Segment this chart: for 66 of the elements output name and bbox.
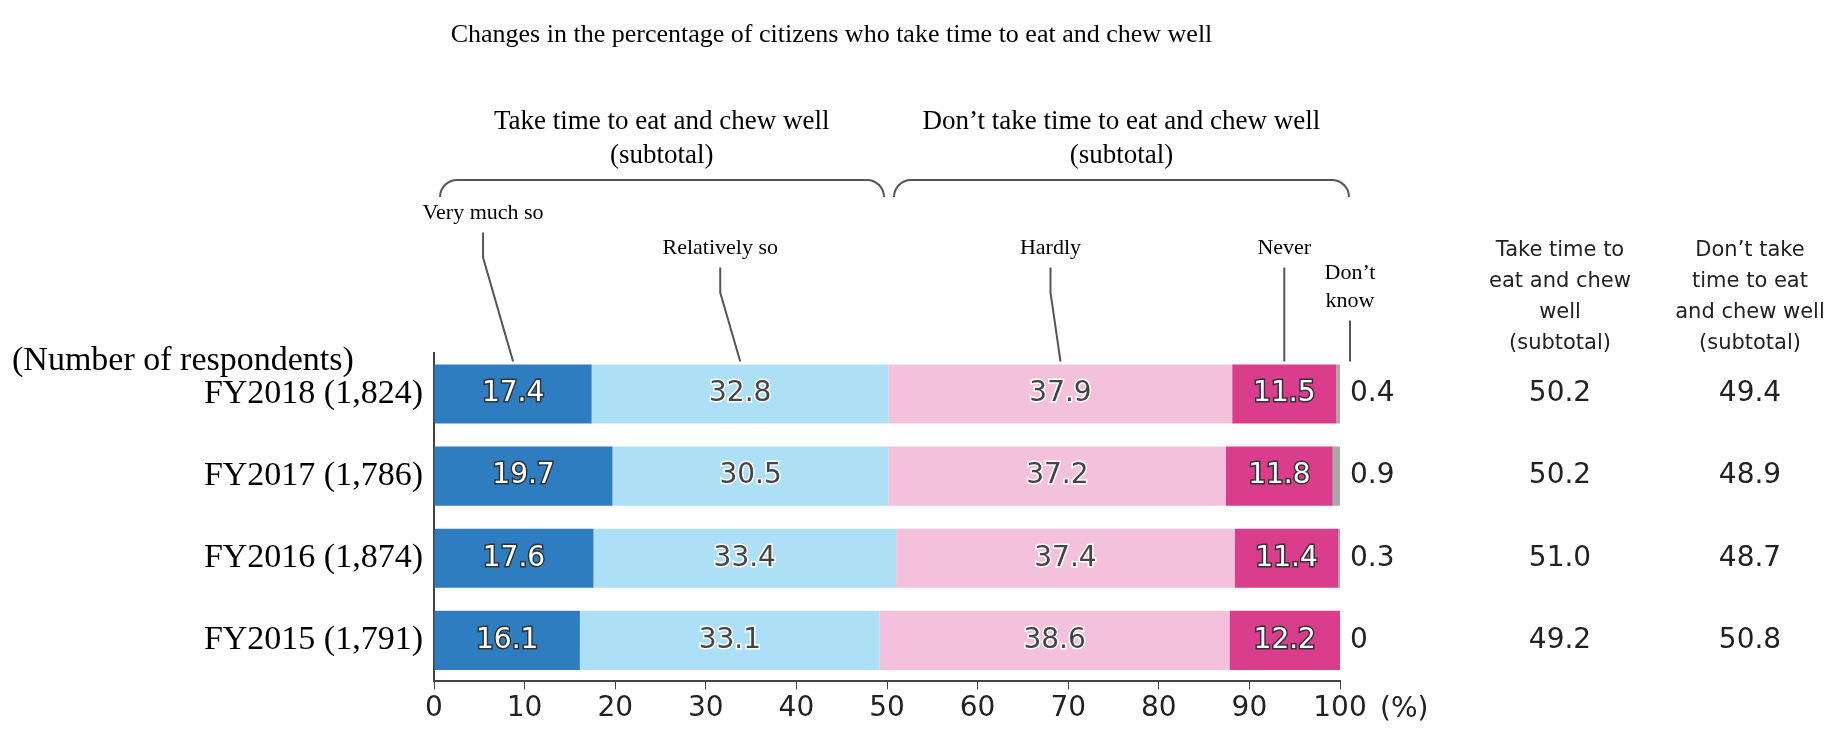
text: 48.9: [1718, 457, 1782, 491]
text: Hardly: [1019, 234, 1082, 260]
x-tick-label: 30: [687, 690, 724, 724]
bar: [1332, 446, 1340, 506]
data-label: 0.3: [1350, 539, 1395, 573]
data-label: 37.9: [1029, 375, 1092, 409]
bar: [434, 446, 613, 506]
data-label: 16.1: [476, 621, 539, 655]
x-tick-label: 10: [506, 690, 543, 724]
y-tick-label: FY2015 (1,791): [203, 619, 423, 658]
text: Never: [1257, 234, 1312, 260]
bar: [593, 528, 897, 588]
x-tick-label: 90: [1231, 690, 1268, 724]
x-tick-label: 0: [425, 690, 443, 724]
text: 51.0: [1528, 539, 1592, 573]
bar: [1336, 364, 1340, 424]
data-label: 0: [1350, 621, 1368, 655]
text: 49.4: [1718, 375, 1782, 409]
data-label: 0.9: [1350, 457, 1395, 491]
x-tick-label: 20: [597, 690, 634, 724]
text: 50.2: [1528, 375, 1592, 409]
text: 50.2: [1528, 457, 1592, 491]
x-tick-label: 40: [778, 690, 815, 724]
text: Don’t take time to eat and chew well (subtotal): [922, 105, 1321, 170]
text: 48.7: [1718, 539, 1782, 573]
bar: [896, 528, 1235, 588]
bar: [888, 364, 1233, 424]
text: 49.2: [1528, 621, 1592, 655]
data-label: 38.6: [1023, 621, 1086, 655]
data-label: 12.2: [1253, 621, 1316, 655]
bar: [612, 446, 889, 506]
bar: [879, 610, 1230, 670]
data-label: 0.4: [1350, 375, 1395, 409]
bar: [591, 364, 889, 424]
bar: [888, 446, 1226, 506]
y-tick-label: FY2016 (1,874): [203, 537, 423, 576]
data-label: 11.4: [1255, 539, 1318, 573]
chart-title: Changes in the percentage of citizens who take time to eat and chew well: [450, 18, 1213, 48]
data-label: 37.2: [1026, 457, 1089, 491]
x-tick-label: 80: [1140, 690, 1177, 724]
data-label: 33.1: [698, 621, 761, 655]
data-label: 11.5: [1253, 375, 1316, 409]
y-tick-label: FY2017 (1,786): [203, 455, 423, 494]
data-label: 33.4: [713, 539, 776, 573]
x-tick-label: 60: [959, 690, 996, 724]
data-label: 17.4: [481, 375, 545, 409]
data-label: 37.4: [1034, 539, 1097, 573]
text: 50.8: [1718, 621, 1782, 655]
bar: [579, 610, 880, 670]
data-label: 32.8: [709, 375, 772, 409]
bar: [434, 364, 592, 424]
bar: [434, 528, 594, 588]
text: Take time to eat and chew well (subtotal): [1489, 237, 1631, 355]
text: Very much so: [422, 199, 544, 225]
data-label: 11.8: [1248, 457, 1311, 491]
text: Take time to eat and chew well (subtotal): [493, 105, 830, 170]
x-tick-label: 50: [869, 690, 905, 724]
x-axis-title: (%): [1380, 690, 1429, 724]
text: Don’t know: [1324, 259, 1376, 313]
text: Don’t take time to eat and chew well (subtotal): [1675, 237, 1825, 355]
x-tick-label: 70: [1050, 690, 1087, 724]
data-label: 17.6: [482, 539, 546, 573]
data-label: 19.7: [492, 457, 555, 491]
x-tick-label: 100: [1313, 690, 1367, 724]
data-label: 30.5: [719, 457, 782, 491]
text: Relatively so: [662, 234, 778, 260]
